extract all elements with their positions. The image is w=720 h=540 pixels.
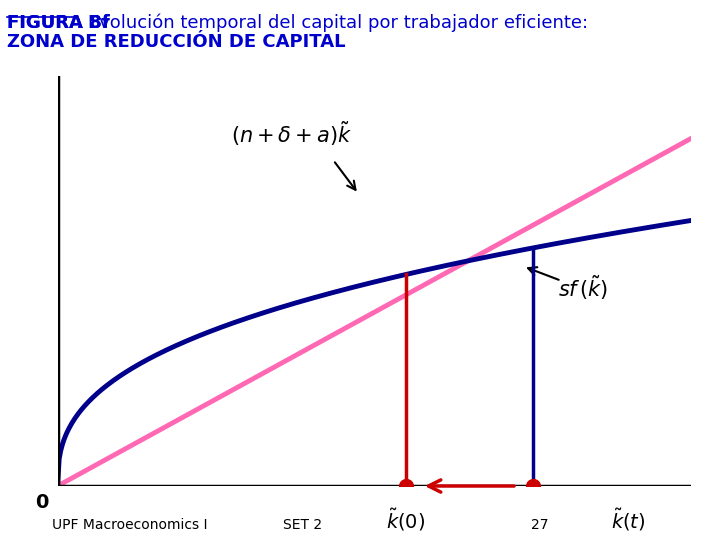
Text: $\tilde{k}(t)$: $\tilde{k}(t)$ [611, 507, 645, 533]
Text: 27: 27 [531, 518, 549, 532]
Text: FIGURA 8f: FIGURA 8f [7, 14, 110, 31]
Text: 0: 0 [35, 494, 48, 512]
Text: SET 2: SET 2 [283, 518, 322, 532]
Text: $(n+\delta+a)\tilde{k}$: $(n+\delta+a)\tilde{k}$ [232, 119, 353, 148]
Text: FIGURA 8f: FIGURA 8f [7, 14, 110, 31]
Text: : Evolución temporal del capital por trabajador eficiente:: : Evolución temporal del capital por tra… [76, 14, 588, 32]
Text: UPF Macroeconomics I: UPF Macroeconomics I [52, 518, 207, 532]
Text: ZONA DE REDUCCIÓN DE CAPITAL: ZONA DE REDUCCIÓN DE CAPITAL [7, 33, 346, 51]
Text: $sf\,(\tilde{k})$: $sf\,(\tilde{k})$ [559, 274, 608, 302]
Text: $\tilde{k}(0)$: $\tilde{k}(0)$ [387, 507, 426, 533]
